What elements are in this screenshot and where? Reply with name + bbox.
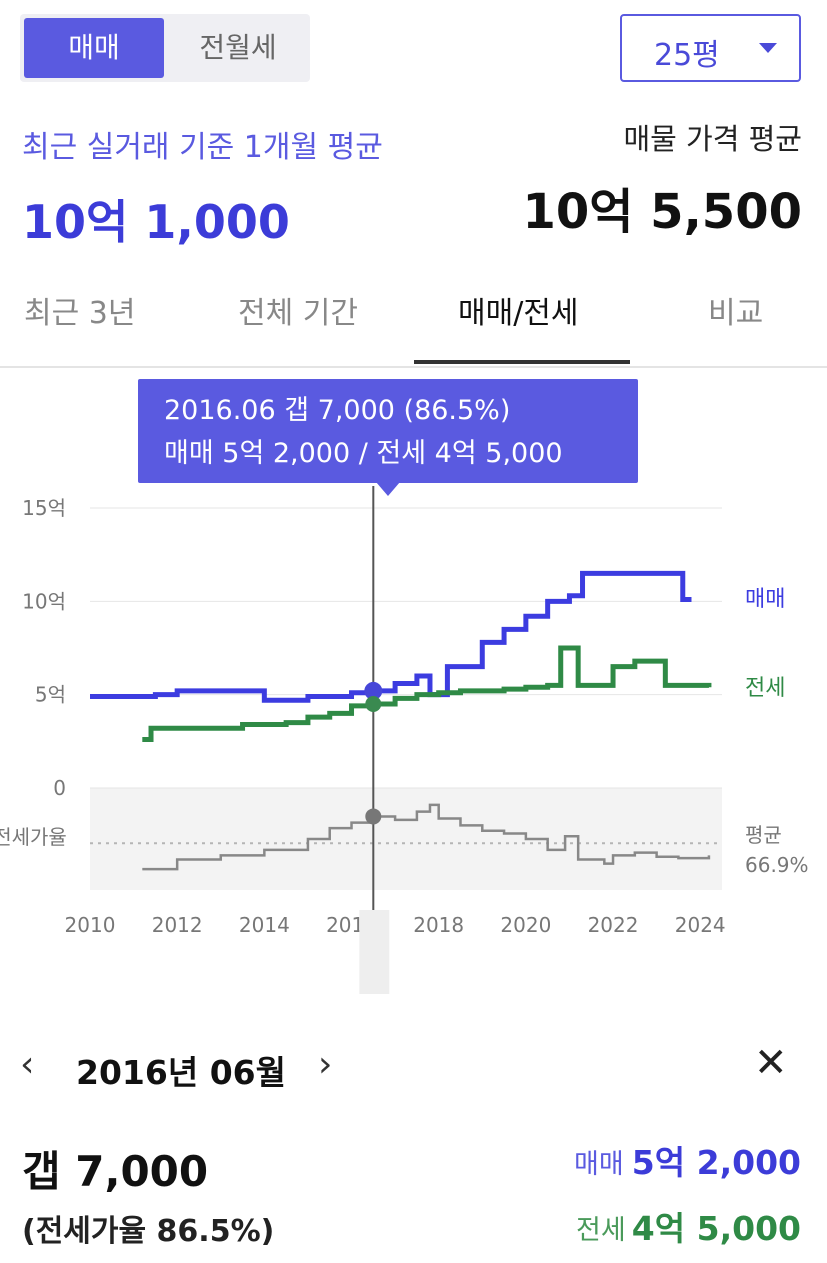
close-icon[interactable]: ✕ — [754, 1040, 788, 1086]
x-tick-label: 2024 — [675, 913, 726, 937]
deal-type-toggle: 매매 전월세 — [20, 14, 310, 82]
listing-average-label: 매물 가격 평균 — [623, 122, 802, 156]
y-tick-label: 15억 — [22, 496, 66, 520]
tab-recent-3y[interactable]: 최근 3년 — [24, 296, 136, 331]
jeonse-point-marker — [365, 696, 382, 712]
ratio-axis-label: 전세가율 — [0, 825, 67, 849]
ratio-panel-background — [90, 788, 722, 890]
series-label-sale: 매매 — [745, 587, 785, 612]
tooltip-line-prices: 매매 5억 2,000 / 전세 4억 5,000 — [164, 438, 563, 469]
detail-month: 2016년 06월 — [76, 1053, 286, 1092]
chart-grid — [90, 507, 722, 789]
y-tick-label: 0 — [53, 776, 66, 800]
series-label-jeonse: 전세 — [745, 676, 785, 701]
selected-point-markers — [364, 681, 383, 825]
x-tick-label: 2022 — [588, 913, 639, 937]
jeonse-ratio-text: (전세가율 86.5%) — [22, 1214, 275, 1249]
tab-sale-jeonse[interactable]: 매매/전세 — [458, 296, 579, 331]
selection-band — [359, 910, 390, 994]
active-tab-underline — [414, 360, 630, 364]
tab-compare[interactable]: 비교 — [708, 296, 764, 331]
chevron-right-icon[interactable]: › — [318, 1044, 333, 1085]
sale-toggle-button[interactable]: 매매 — [24, 18, 164, 78]
y-axis-ticks: 15억 10억 5억 0 — [22, 496, 66, 800]
x-axis-ticks: 2010 2012 2014 2016 2018 2020 2022 2024 — [65, 913, 726, 937]
listing-average-value: 10억 5,500 — [522, 184, 803, 240]
detail-sale-label: 매매 — [574, 1149, 624, 1180]
x-tick-label: 2010 — [65, 913, 116, 937]
rent-toggle-button[interactable]: 전월세 — [199, 31, 277, 64]
area-select-value: 25평 — [654, 38, 720, 73]
recent-average-value: 10억 1,000 — [22, 195, 290, 249]
recent-average-label: 최근 실거래 기준 1개월 평균 — [22, 130, 383, 165]
tooltip-arrow — [376, 482, 400, 496]
chart-tooltip: 2016.06 갭 7,000 (86.5%) 매매 5억 2,000 / 전세… — [138, 379, 638, 483]
jeonse-price-line — [142, 645, 712, 742]
tab-all-period[interactable]: 전체 기간 — [238, 296, 358, 331]
ratio-average-value: 66.9% — [745, 853, 809, 877]
jeonse-ratio-line — [142, 803, 711, 871]
x-tick-label: 2014 — [239, 913, 290, 937]
area-select[interactable]: 25평 — [620, 14, 801, 82]
period-tabs: 최근 3년 전체 기간 매매/전세 비교 — [0, 270, 827, 368]
chevron-down-icon — [759, 43, 777, 53]
y-tick-label: 5억 — [35, 683, 66, 707]
chevron-left-icon[interactable]: ‹ — [20, 1044, 35, 1085]
tooltip-line-gap: 2016.06 갭 7,000 (86.5%) — [164, 395, 511, 426]
ratio-point-marker — [365, 808, 382, 825]
x-tick-label: 2012 — [152, 913, 203, 937]
detail-sale-value: 5억 2,000 — [631, 1143, 801, 1182]
x-tick-label: 2018 — [413, 913, 464, 937]
detail-jeonse-label: 전세 — [576, 1215, 626, 1246]
x-tick-label: 2020 — [500, 913, 551, 937]
sale-point-marker — [364, 681, 383, 700]
gap-value: 갭 7,000 — [22, 1147, 209, 1196]
detail-jeonse-value: 4억 5,000 — [631, 1209, 801, 1248]
sale-price-line — [90, 570, 692, 703]
y-tick-label: 10억 — [22, 589, 66, 613]
ratio-average-label: 평균 — [745, 823, 782, 847]
chart-series — [90, 570, 712, 871]
